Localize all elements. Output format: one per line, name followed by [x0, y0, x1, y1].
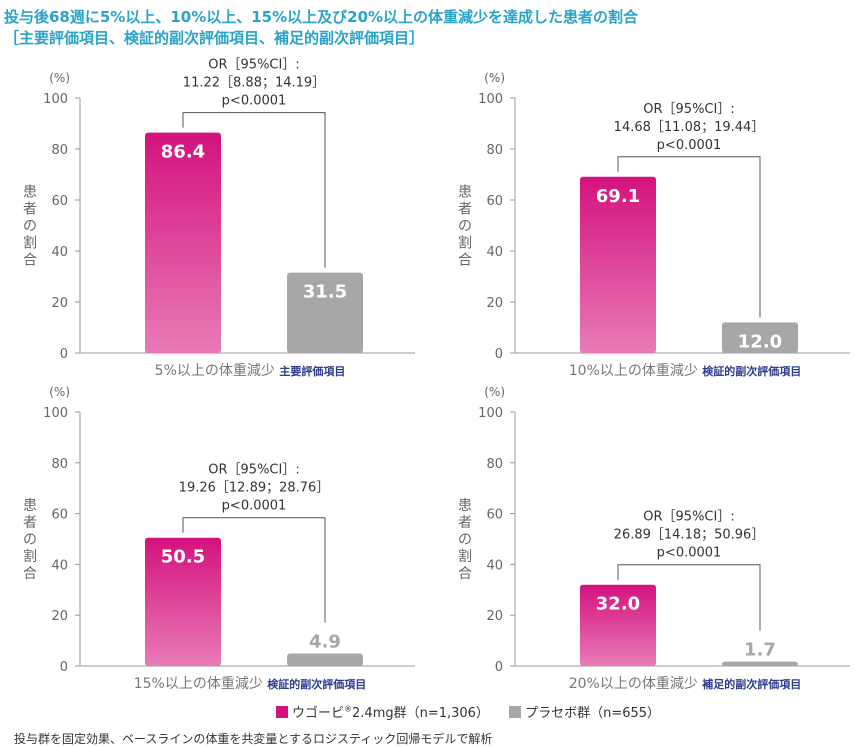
chart3-y-tick-label: 20 — [51, 609, 68, 624]
chart3-value-label-placebo: 4.9 — [309, 632, 341, 653]
chart1-bracket — [182, 112, 326, 268]
chart4-unit-label: (%) — [484, 385, 505, 399]
chart2-bar-placebo — [722, 322, 798, 353]
chart3-y-tick-label: 80 — [51, 457, 68, 472]
chart4-y-tick-label: 40 — [486, 558, 503, 573]
chart4-or-text-line: 26.89［14.18；50.96］ — [614, 528, 765, 543]
chart3-unit-label: (%) — [49, 385, 70, 399]
legend-placebo-label: プラセボ群（n=655） — [525, 706, 661, 721]
chart4-y-tick-label: 20 — [486, 609, 503, 624]
chart1-unit-label: (%) — [49, 71, 70, 85]
chart1-or-text-line: p<0.0001 — [222, 94, 287, 109]
chart1-y-tick-label: 40 — [51, 245, 68, 260]
chart4-value-label-drug: 32.0 — [596, 594, 640, 615]
chart4-bar-placebo — [722, 661, 798, 666]
chart1-y-tick-label: 100 — [43, 92, 68, 107]
chart2-y-tick-label: 40 — [486, 245, 503, 260]
chart3-y-tick-label: 0 — [60, 660, 68, 675]
chart4-value-label-placebo: 1.7 — [744, 640, 776, 661]
chart1-y-axis-label: 患者の割合 — [23, 185, 37, 269]
chart2-value-label-drug: 69.1 — [596, 186, 640, 207]
legend-drug-registered: ® — [344, 704, 353, 714]
legend-swatch-drug — [276, 706, 288, 718]
chart4-or-text-line: p<0.0001 — [657, 546, 722, 561]
chart3-y-tick-label: 60 — [51, 508, 68, 523]
chart1-value-label-placebo: 31.5 — [303, 282, 347, 303]
chart2-y-axis-label: 患者の割合 — [458, 185, 472, 269]
chart2-category-label: 10%以上の体重減少 検証的副次評価項目 — [569, 362, 802, 379]
chart3-bracket — [182, 517, 326, 623]
legend-swatch-placebo — [509, 706, 522, 718]
legend-item-drug: ウゴービ®2.4mg群（n=1,306） — [276, 702, 489, 721]
chart3-y-tick-label: 40 — [51, 558, 68, 573]
chart1-or-text-line: OR［95%CI］: — [208, 58, 299, 73]
chart2-y-tick-label: 0 — [495, 347, 503, 362]
chart3-y-tick-label: 100 — [43, 406, 68, 421]
chart3-bar-placebo — [287, 653, 363, 666]
chart1-y-tick-label: 60 — [51, 194, 68, 209]
chart3-bar-drug — [145, 537, 221, 666]
chart3-or-text-line: 19.26［12.89；28.76］ — [179, 481, 330, 496]
chart4-y-axis-label: 患者の割合 — [458, 498, 472, 582]
legend-drug-suffix: 2.4mg群（n=1,306） — [352, 706, 489, 721]
chart4-or-text-line: OR［95%CI］: — [643, 510, 734, 525]
chart2-bar-drug — [580, 176, 656, 353]
chart2-value-label-placebo: 12.0 — [738, 331, 782, 352]
chart4-y-tick-label: 60 — [486, 508, 503, 523]
chart2-or-text-line: p<0.0001 — [657, 138, 722, 153]
chart3-value-label-drug: 50.5 — [161, 547, 205, 568]
chart4-y-tick-label: 80 — [486, 457, 503, 472]
chart2-y-tick-label: 80 — [486, 143, 503, 158]
chart-subtitle: ［主要評価項目、検証的副次評価項目、補足的副次評価項目］ — [4, 29, 425, 47]
legend-drug-prefix: ウゴービ — [292, 706, 345, 721]
chart1-value-label-drug: 86.4 — [161, 142, 205, 163]
chart3-or-text-line: OR［95%CI］: — [208, 463, 299, 478]
chart4-y-tick-label: 100 — [478, 406, 503, 421]
chart1-bar-drug — [145, 132, 221, 353]
chart1-y-tick-label: 80 — [51, 143, 68, 158]
chart1-y-tick-label: 20 — [51, 296, 68, 311]
chart3-y-axis-label: 患者の割合 — [23, 498, 37, 582]
chart4-y-tick-label: 0 — [495, 660, 503, 675]
chart4-category-label: 20%以上の体重減少 補足的副次評価項目 — [569, 675, 802, 692]
legend-item-placebo: プラセボ群（n=655） — [509, 702, 660, 721]
chart2-or-text-line: OR［95%CI］: — [643, 102, 734, 117]
chart2-y-tick-label: 100 — [478, 92, 503, 107]
chart-title: 投与後68週に5%以上、10%以上、15%以上及び20%以上の体重減少を達成した… — [4, 8, 639, 26]
legend: ウゴービ®2.4mg群（n=1,306） プラセボ群（n=655） — [276, 702, 676, 721]
chart1-y-tick-label: 0 — [60, 347, 68, 362]
chart2-y-tick-label: 20 — [486, 296, 503, 311]
chart2-or-text-line: 14.68［11.08；19.44］ — [614, 120, 765, 135]
chart1-bar-placebo — [287, 272, 363, 353]
chart2-y-tick-label: 60 — [486, 194, 503, 209]
chart4-bar-drug — [580, 584, 656, 666]
chart2-bracket — [617, 156, 761, 318]
chart3-category-label: 15%以上の体重減少 検証的副次評価項目 — [134, 675, 367, 692]
chart1-category-label: 5%以上の体重減少 主要評価項目 — [155, 362, 346, 379]
chart1-or-text-line: 11.22［8.88；14.19］ — [183, 76, 325, 91]
chart3-or-text-line: p<0.0001 — [222, 499, 287, 514]
footnote: 投与群を固定効果、ベースラインの体重を共変量とするロジスティック回帰モデルで解析 — [14, 732, 493, 746]
chart4-bracket — [617, 564, 761, 631]
chart2-unit-label: (%) — [484, 71, 505, 85]
